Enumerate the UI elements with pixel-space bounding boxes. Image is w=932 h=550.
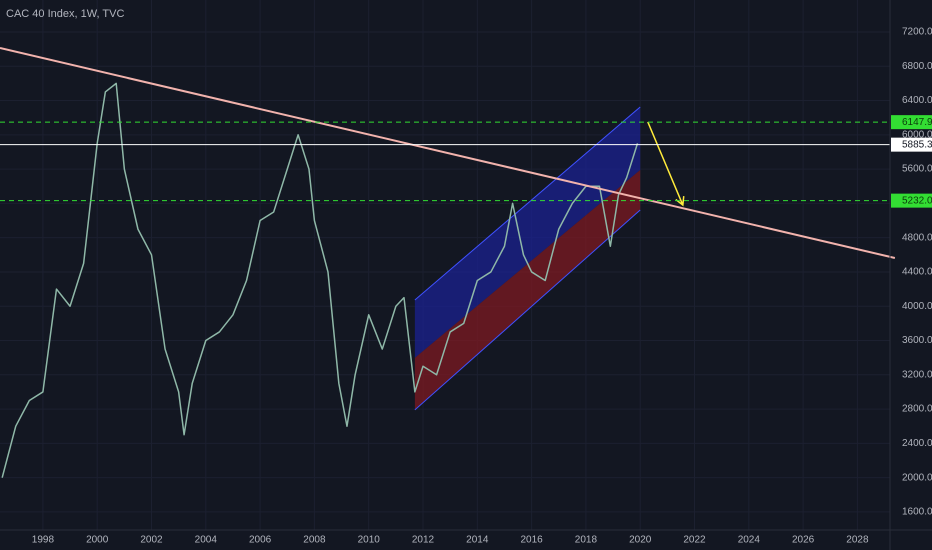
x-tick-label: 2010 — [358, 535, 381, 546]
y-tick-label: 7200.0 — [902, 27, 932, 38]
y-tick-label: 4000.0 — [902, 301, 932, 312]
y-tick-label: 6800.0 — [902, 61, 932, 72]
x-tick-label: 1998 — [32, 535, 55, 546]
y-tick-label: 3200.0 — [902, 369, 932, 380]
price-level-tag — [891, 193, 932, 208]
x-tick-label: 2002 — [140, 535, 163, 546]
price-level-tag — [891, 137, 932, 152]
y-tick-label: 3600.0 — [902, 335, 932, 346]
grid — [0, 0, 890, 530]
x-tick-label: 2004 — [195, 535, 218, 546]
y-tick-label: 1600.0 — [902, 507, 932, 518]
price-level-tag — [891, 115, 932, 130]
price-level-label: 6147.9 — [902, 117, 932, 128]
y-tick-label: 2800.0 — [902, 404, 932, 415]
channel-edge — [414, 209, 641, 411]
x-tick-label: 2000 — [86, 535, 109, 546]
x-tick-label: 2020 — [629, 535, 652, 546]
axes: 1600.0 2000.0 2400.0 2800.0 3200.0 3600.0 4000… — [32, 27, 932, 546]
channel-edge — [414, 106, 641, 301]
y-tick-label: 2400.0 — [902, 438, 932, 449]
x-tick-label: 2022 — [683, 535, 706, 546]
x-tick-label: 2014 — [466, 535, 489, 546]
y-tick-label: 6000.0 — [902, 129, 932, 140]
price-line — [1, 82, 639, 478]
y-tick-label: 5600.0 — [902, 164, 932, 175]
x-tick-label: 2016 — [520, 535, 543, 546]
price-level-label: 5885.3 — [902, 139, 932, 150]
plot-area — [0, 47, 896, 478]
arrow — [647, 121, 685, 207]
channel-lower — [414, 169, 641, 410]
chart-title: CAC 40 Index, 1W, TVC — [6, 8, 124, 20]
trendline — [0, 47, 896, 259]
x-tick-label: 2006 — [249, 535, 272, 546]
channel-upper — [414, 106, 641, 358]
x-tick-label: 2018 — [575, 535, 598, 546]
y-tick-label: 4800.0 — [902, 232, 932, 243]
x-tick-label: 2028 — [846, 535, 869, 546]
x-tick-label: 2026 — [792, 535, 815, 546]
x-tick-label: 2024 — [738, 535, 761, 546]
x-tick-label: 2012 — [412, 535, 435, 546]
y-tick-label: 4400.0 — [902, 267, 932, 278]
y-tick-label: 6400.0 — [902, 95, 932, 106]
x-tick-label: 2008 — [303, 535, 326, 546]
price-level-label: 5232.0 — [902, 195, 932, 206]
y-tick-label: 2000.0 — [902, 472, 932, 483]
